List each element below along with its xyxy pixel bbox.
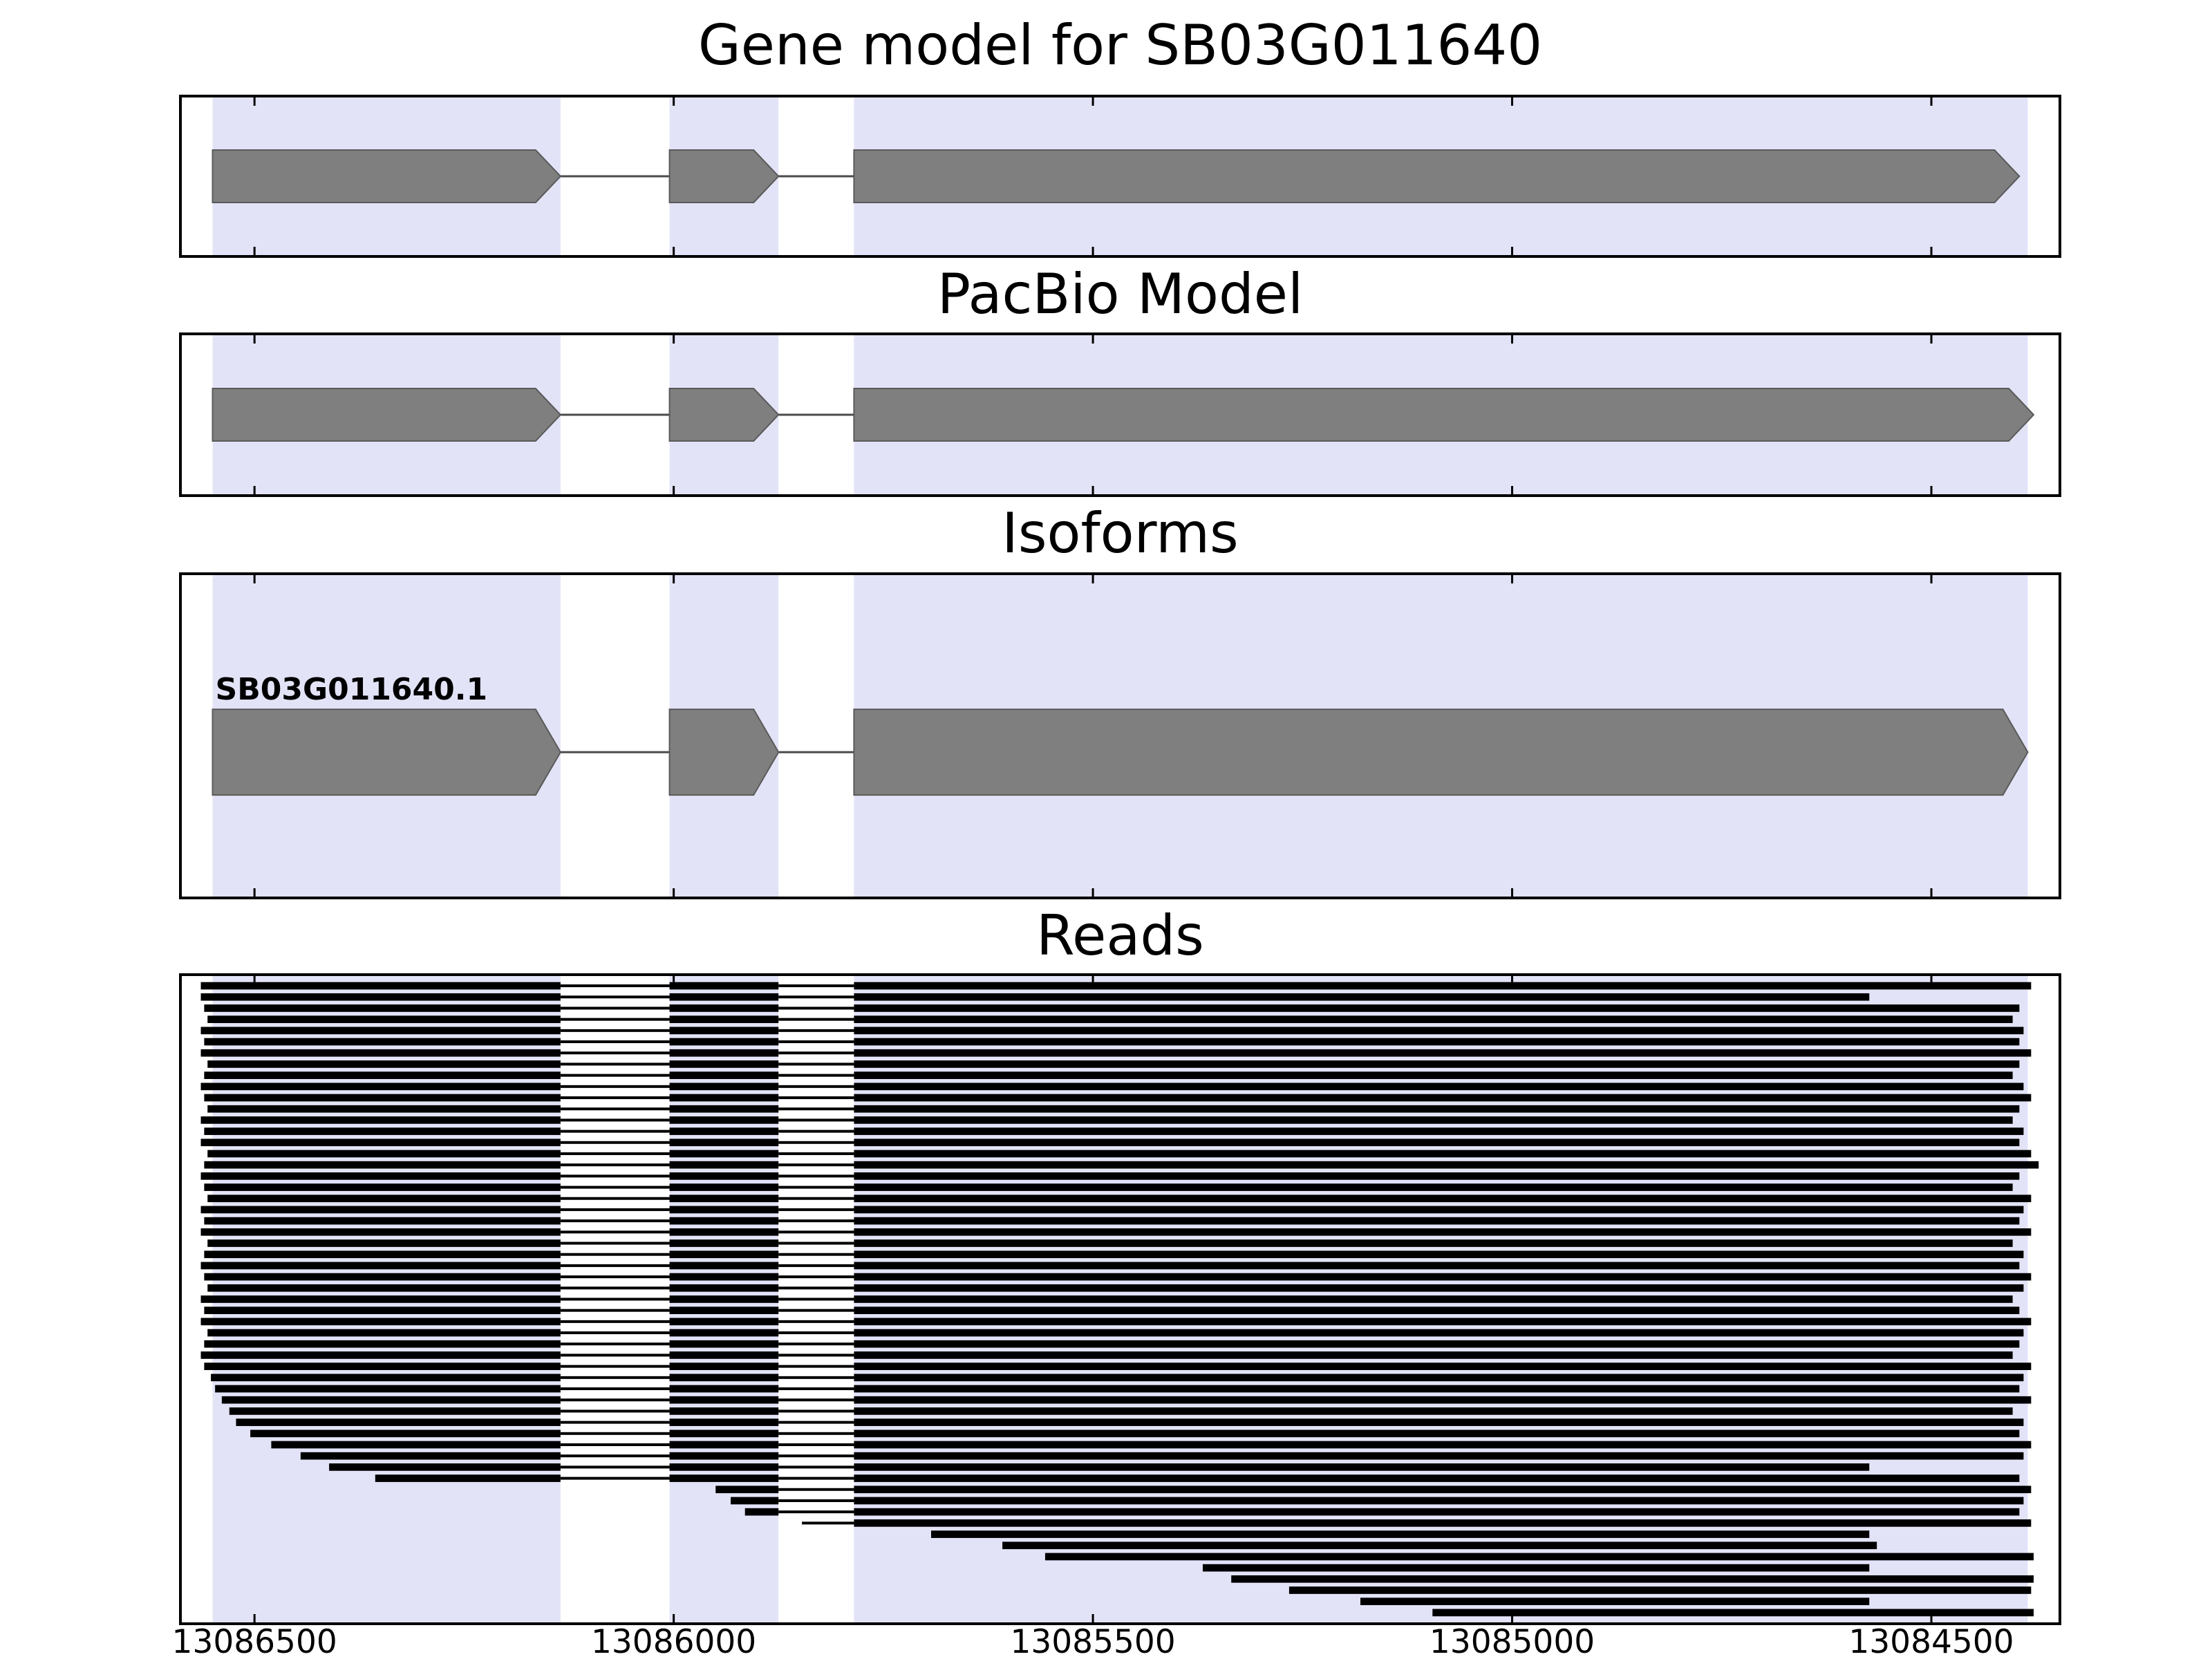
- x-tick-label-1: 13086000: [590, 1623, 757, 1659]
- gene-model-track: [179, 95, 2061, 258]
- x-tick-label-4: 13084500: [1848, 1623, 2014, 1659]
- title-isoforms: Isoforms: [1002, 501, 1239, 565]
- isoform-label: SB03G011640.1: [216, 672, 488, 707]
- x-tick-label-0: 13086500: [171, 1623, 337, 1659]
- x-tick-label-3: 13085000: [1429, 1623, 1595, 1659]
- title-gene-model: Gene model for SB03G011640: [697, 13, 1543, 77]
- reads-track: [179, 973, 2061, 1625]
- pacbio-model-track: [179, 332, 2061, 497]
- isoforms-track: SB03G011640.1: [179, 572, 2061, 899]
- x-tick-label-2: 13085500: [1010, 1623, 1176, 1659]
- title-reads: Reads: [1036, 903, 1204, 968]
- title-pacbio-model: PacBio Model: [937, 262, 1304, 326]
